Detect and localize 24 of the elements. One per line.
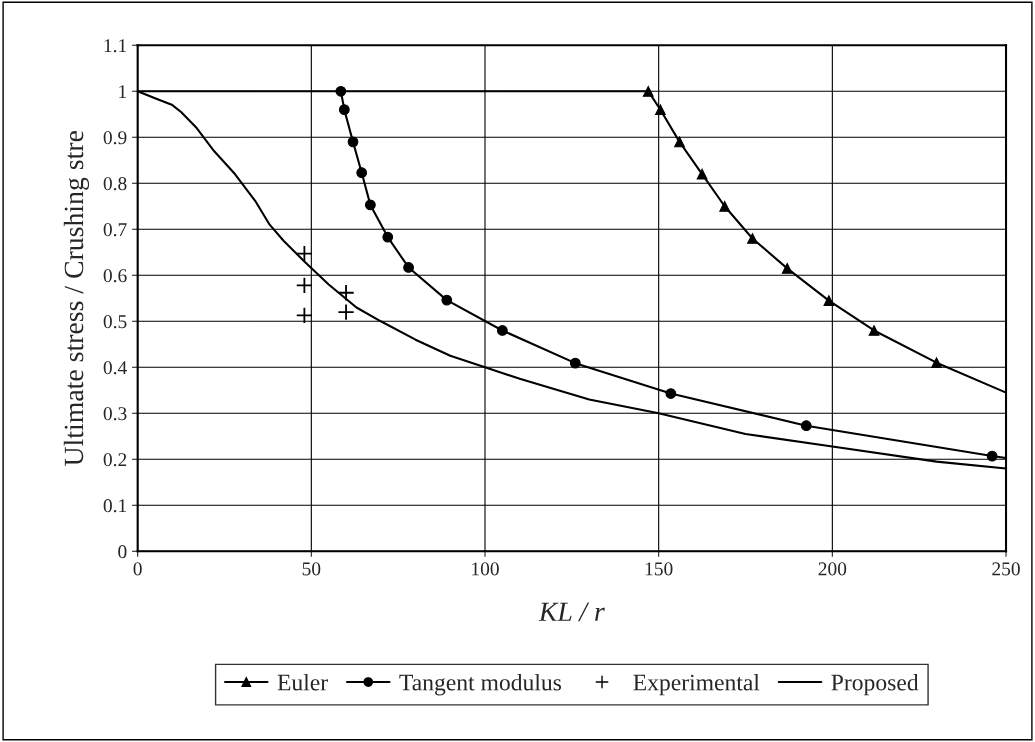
y-tick-label: 0.2 (103, 453, 127, 467)
y-tick-label: 0.7 (103, 223, 127, 237)
x-tick-label: 250 (992, 562, 1020, 576)
y-tick-label: 0.5 (103, 315, 127, 329)
y-axis-title: Ultimate stress / Crushing stre (63, 131, 90, 466)
legend-label: Experimental (633, 673, 760, 696)
legend-label: Euler (277, 673, 328, 691)
x-tick-label: 50 (302, 562, 321, 576)
y-tick-label: 1 (119, 85, 127, 99)
x-tick-label: 0 (133, 562, 142, 576)
y-tick-label: 0.3 (103, 407, 127, 421)
x-tick-label: 150 (645, 562, 673, 576)
y-tick-label: 0 (118, 545, 127, 559)
legend-label: Proposed (831, 673, 919, 696)
x-axis-title: KL / r (538, 602, 605, 622)
y-tick-label: 0.8 (103, 177, 127, 191)
x-tick-label: 200 (818, 562, 847, 576)
y-tick-label: 1.1 (104, 39, 127, 53)
y-tick-label: 0.9 (103, 131, 127, 145)
y-tick-label: 0.4 (103, 361, 127, 375)
y-tick-label: 0.6 (103, 269, 127, 283)
y-tick-label: 0.1 (103, 499, 127, 513)
x-tick-label: 100 (472, 562, 499, 576)
legend-label: Tangent modulus (399, 673, 562, 696)
